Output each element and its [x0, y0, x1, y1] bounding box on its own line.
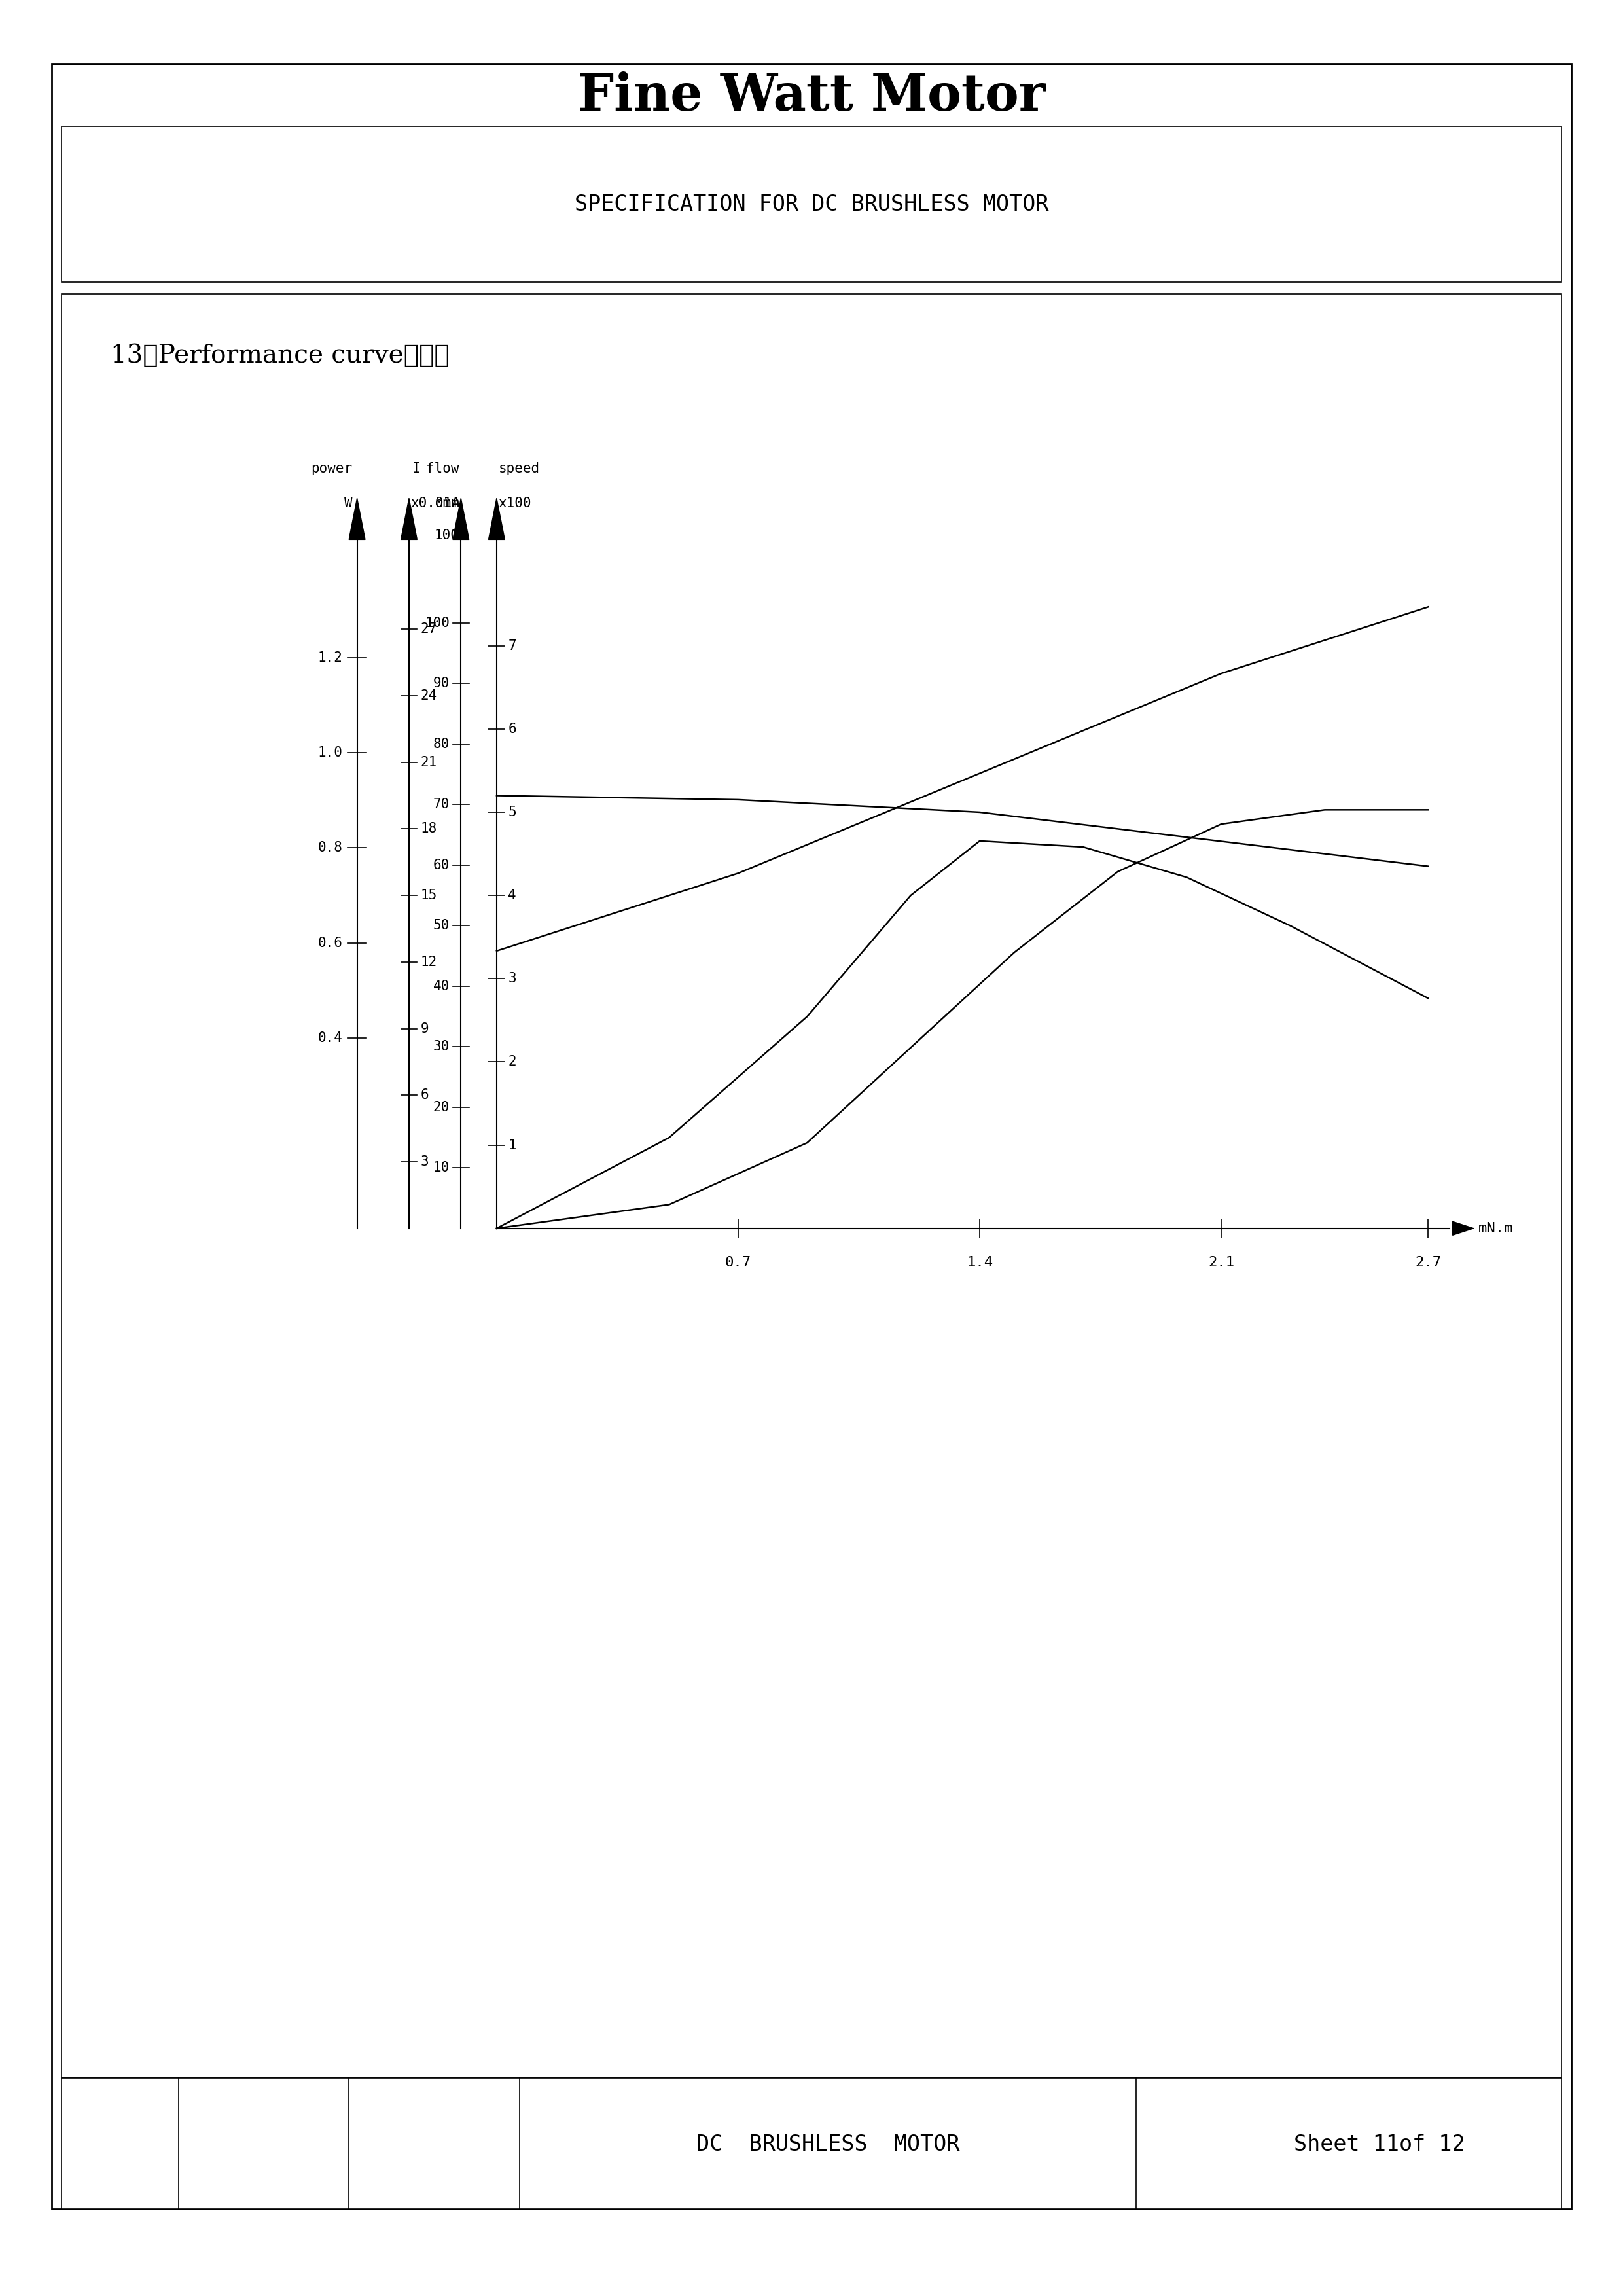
Text: 3: 3: [420, 1155, 428, 1169]
Text: 9: 9: [420, 1022, 428, 1035]
Text: 2.1: 2.1: [1208, 1256, 1235, 1270]
Polygon shape: [489, 498, 505, 540]
Text: 27: 27: [420, 622, 437, 636]
Text: 1.2: 1.2: [318, 652, 342, 664]
Text: flow: flow: [427, 461, 459, 475]
Text: 20: 20: [433, 1100, 450, 1114]
Text: 18: 18: [420, 822, 437, 836]
Text: 10: 10: [433, 1162, 450, 1173]
Text: 100: 100: [435, 528, 459, 542]
Text: 0.8: 0.8: [318, 840, 342, 854]
Text: 1: 1: [508, 1139, 516, 1153]
Text: 13、Performance curve曲线图: 13、Performance curve曲线图: [110, 344, 450, 367]
Text: 1.4: 1.4: [967, 1256, 993, 1270]
Bar: [62, 2078, 1561, 2209]
Text: 0.4: 0.4: [318, 1031, 342, 1045]
Text: 21: 21: [420, 755, 437, 769]
Text: x0.01A: x0.01A: [411, 496, 461, 510]
Text: SPECIFICATION FOR DC BRUSHLESS MOTOR: SPECIFICATION FOR DC BRUSHLESS MOTOR: [575, 193, 1048, 216]
Text: mN.m: mN.m: [1479, 1221, 1514, 1235]
Text: 5: 5: [508, 806, 516, 820]
Polygon shape: [1453, 1221, 1474, 1235]
Polygon shape: [349, 498, 365, 540]
Text: Sheet 11of 12: Sheet 11of 12: [1294, 2133, 1466, 2156]
Polygon shape: [453, 498, 469, 540]
Text: 0.6: 0.6: [318, 937, 342, 951]
Text: power: power: [312, 461, 352, 475]
Text: I: I: [412, 461, 420, 475]
Text: x100: x100: [498, 496, 531, 510]
Text: 60: 60: [433, 859, 450, 872]
Text: 100: 100: [425, 618, 450, 629]
Text: 3: 3: [508, 971, 516, 985]
Text: 50: 50: [433, 918, 450, 932]
Text: 15: 15: [420, 889, 437, 902]
Text: 6: 6: [508, 723, 516, 735]
Bar: [62, 294, 1561, 2078]
Text: 24: 24: [420, 689, 437, 703]
Text: 70: 70: [433, 799, 450, 810]
Text: 2: 2: [508, 1056, 516, 1068]
Text: 30: 30: [433, 1040, 450, 1054]
Text: 4: 4: [508, 889, 516, 902]
Text: 0.7: 0.7: [725, 1256, 751, 1270]
Text: 2.7: 2.7: [1415, 1256, 1441, 1270]
Text: W: W: [344, 496, 352, 510]
Text: speed: speed: [498, 461, 539, 475]
Text: DC  BRUSHLESS  MOTOR: DC BRUSHLESS MOTOR: [696, 2133, 959, 2156]
Text: 80: 80: [433, 737, 450, 751]
Bar: [62, 126, 1561, 282]
Text: 1.0: 1.0: [318, 746, 342, 760]
Text: cmm: cmm: [435, 496, 459, 510]
Text: 90: 90: [433, 677, 450, 691]
Text: 12: 12: [420, 955, 437, 969]
Polygon shape: [401, 498, 417, 540]
Text: 40: 40: [433, 980, 450, 992]
Text: 7: 7: [508, 638, 516, 652]
Text: Fine Watt Motor: Fine Watt Motor: [578, 71, 1045, 122]
Text: 6: 6: [420, 1088, 428, 1102]
